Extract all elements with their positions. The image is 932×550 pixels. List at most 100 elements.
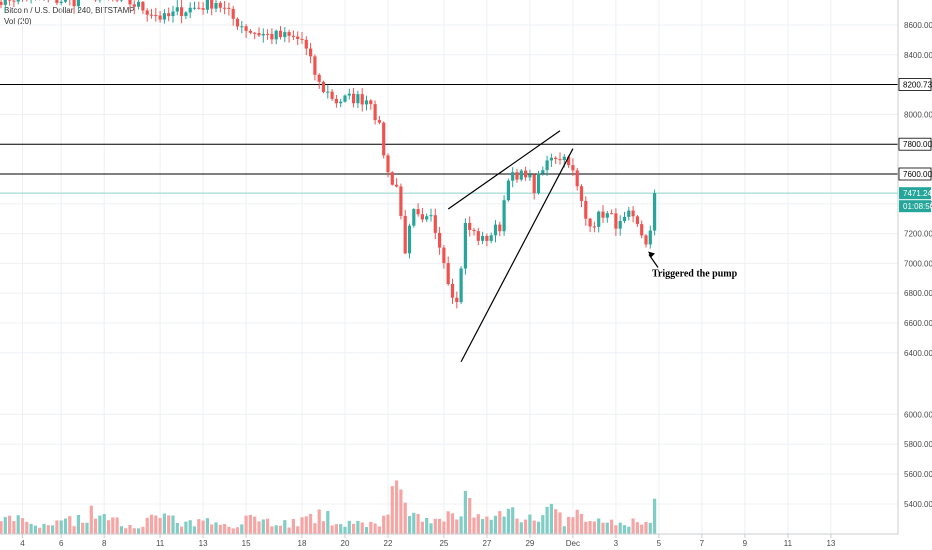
volume-bar <box>42 523 46 534</box>
candles <box>0 0 657 309</box>
volume-bar <box>610 519 614 534</box>
candle-body <box>627 210 631 217</box>
candle-body <box>184 12 188 17</box>
volume-bar <box>20 518 25 534</box>
volume-bar <box>257 521 261 534</box>
candle-body <box>180 7 184 17</box>
volume-bar <box>622 525 627 534</box>
symbol-title: Bitcoin / U.S. Dollar, 240, BITSTAMP <box>4 6 135 15</box>
trendline <box>460 148 574 363</box>
volume-bar <box>648 522 652 534</box>
candle-body <box>463 222 467 269</box>
level-tag-bg <box>899 138 931 151</box>
candle-body <box>360 94 364 105</box>
volume-bar <box>201 520 205 534</box>
time-tick-label: 4 <box>20 539 25 548</box>
candle-body <box>403 215 407 254</box>
candle-body <box>171 11 175 17</box>
price-tags: 8200.73 7800.00 7600.00 7471.24 01:08:50 <box>898 78 932 213</box>
volume-bar <box>395 480 399 534</box>
candle-body <box>235 18 240 27</box>
volume-bar <box>614 525 618 534</box>
volume-bar <box>115 517 119 534</box>
volume-bar <box>631 518 635 534</box>
time-tick-label: 5 <box>657 539 662 548</box>
volume-bar <box>584 521 588 534</box>
price-tick-label: 6400.00 <box>904 349 932 358</box>
volume-bar <box>528 514 532 534</box>
time-tick-label: 20 <box>341 539 350 548</box>
volume-tick-label: 5400.00 <box>904 500 932 509</box>
volume-bar <box>549 503 553 534</box>
candle-body <box>149 14 154 16</box>
candle-body <box>420 214 424 220</box>
volume-bar <box>627 526 631 534</box>
candle-body <box>223 7 227 9</box>
time-tick-label: 25 <box>439 539 448 548</box>
time-tick-label: 27 <box>482 539 491 548</box>
candle-body <box>493 224 498 236</box>
last-price-tag: 7471.24 <box>903 189 932 198</box>
volume-bar <box>597 518 601 534</box>
volume-bar <box>352 523 356 534</box>
volume-bar <box>72 526 76 534</box>
candle-body <box>188 7 192 13</box>
level-tag-border <box>898 137 932 151</box>
candle-body <box>648 230 652 245</box>
volume-bar <box>605 522 609 534</box>
candle-body <box>76 0 80 7</box>
volume-bar <box>85 522 89 534</box>
candle-body <box>610 213 614 215</box>
volume-bar <box>214 522 218 534</box>
volume-bar <box>274 525 278 534</box>
volume-bar <box>364 527 369 534</box>
candle-body <box>309 48 313 57</box>
candle-body <box>618 221 622 229</box>
candle-body <box>502 200 506 232</box>
volume-bar <box>8 515 12 534</box>
volume-bar <box>373 523 377 534</box>
candle-body <box>347 93 351 96</box>
volume-bar <box>180 526 184 534</box>
volume-bar <box>571 517 575 534</box>
candle-body <box>343 95 347 102</box>
volume-bar <box>485 516 489 534</box>
candle-body <box>364 100 369 105</box>
candle-body <box>575 170 579 187</box>
candle-body <box>201 8 205 10</box>
time-tick-label: 11 <box>156 539 165 548</box>
level-tag-border <box>898 167 932 181</box>
time-tick-label: 9 <box>743 539 748 548</box>
volume-bar <box>192 526 197 534</box>
volume-bar <box>184 521 188 534</box>
candle-body <box>296 36 300 39</box>
candle-body <box>266 33 270 35</box>
volume-bar <box>481 519 485 534</box>
volume-bar <box>137 528 141 534</box>
volume-bar <box>399 489 403 534</box>
candle-body <box>498 224 502 232</box>
candle-body <box>141 1 145 11</box>
candle-body <box>631 210 635 217</box>
candle-body <box>167 13 171 17</box>
candle-body <box>197 7 201 9</box>
candle-body <box>592 226 596 228</box>
volume-bar <box>515 518 519 534</box>
volume-bar <box>205 518 209 534</box>
candle-body <box>192 7 197 9</box>
time-tick-label: 11 <box>784 539 793 548</box>
candle-body <box>519 170 523 180</box>
volume-bars <box>0 480 657 534</box>
chart-legend: Bitcoin / U.S. Dollar, 240, BITSTAMP Vol… <box>4 5 135 27</box>
candle-body <box>459 268 463 303</box>
candle-body <box>154 15 158 17</box>
volume-bar <box>55 520 59 534</box>
candle-body <box>218 2 222 8</box>
candle-body <box>158 15 162 20</box>
volume-bar <box>532 520 536 534</box>
volume-bar <box>197 519 201 534</box>
volume-bar <box>343 526 347 534</box>
candle-body <box>313 56 317 75</box>
volume-bar <box>231 528 235 534</box>
